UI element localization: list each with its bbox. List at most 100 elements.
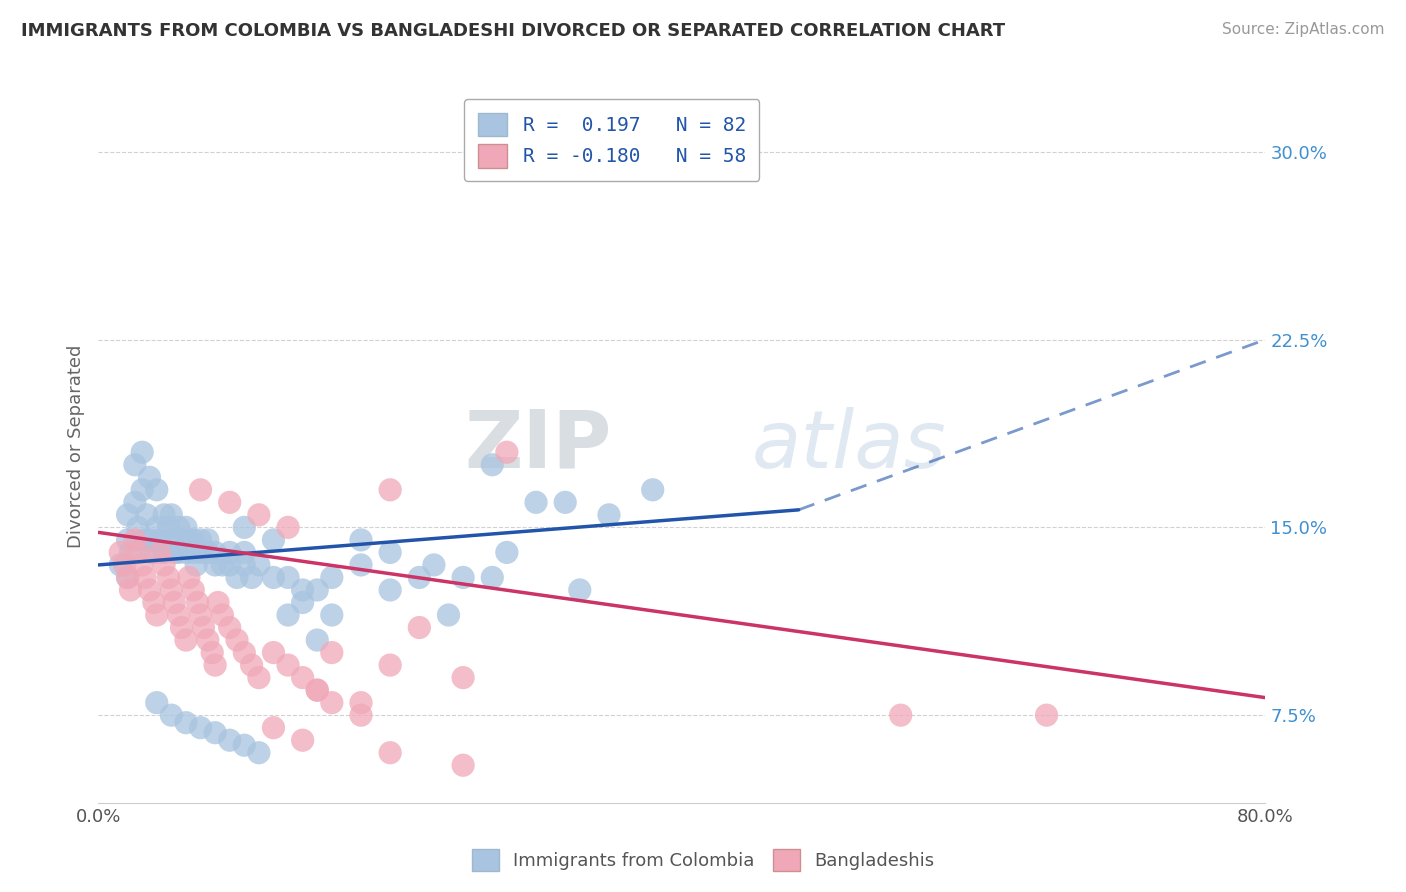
Point	[291, 671, 314, 685]
Point	[380, 582, 402, 597]
Point	[218, 621, 240, 635]
Point	[134, 570, 156, 584]
Point	[124, 458, 146, 472]
Point	[207, 595, 229, 609]
Point	[110, 545, 132, 559]
Point	[160, 508, 183, 522]
Point	[211, 607, 233, 622]
Point	[262, 646, 284, 660]
Point	[174, 520, 197, 534]
Point	[598, 508, 620, 522]
Point	[218, 545, 240, 559]
Point	[380, 545, 402, 559]
Point	[157, 570, 180, 584]
Point	[496, 445, 519, 459]
Point	[218, 558, 240, 572]
Point	[226, 633, 249, 648]
Point	[218, 495, 240, 509]
Point	[142, 595, 165, 609]
Point	[211, 558, 233, 572]
Point	[181, 533, 204, 547]
Point	[190, 721, 212, 735]
Point	[190, 545, 212, 559]
Point	[204, 545, 226, 559]
Point	[291, 595, 314, 609]
Point	[204, 658, 226, 673]
Point	[131, 483, 153, 497]
Point	[262, 721, 284, 735]
Point	[170, 621, 193, 635]
Point	[350, 708, 373, 723]
Point	[138, 533, 160, 547]
Point	[350, 533, 373, 547]
Point	[233, 738, 256, 752]
Point	[380, 658, 402, 673]
Text: ZIP: ZIP	[464, 407, 612, 485]
Point	[181, 582, 204, 597]
Point	[247, 746, 270, 760]
Point	[146, 607, 169, 622]
Point	[120, 582, 142, 597]
Point	[174, 715, 197, 730]
Point	[117, 570, 139, 584]
Point	[307, 633, 329, 648]
Point	[277, 607, 299, 622]
Point	[174, 545, 197, 559]
Point	[554, 495, 576, 509]
Point	[149, 545, 172, 559]
Point	[1035, 708, 1057, 723]
Point	[124, 495, 146, 509]
Text: IMMIGRANTS FROM COLOMBIA VS BANGLADESHI DIVORCED OR SEPARATED CORRELATION CHART: IMMIGRANTS FROM COLOMBIA VS BANGLADESHI …	[21, 22, 1005, 40]
Point	[321, 646, 343, 660]
Point	[451, 570, 474, 584]
Point	[524, 495, 547, 509]
Point	[437, 607, 460, 622]
Point	[307, 582, 329, 597]
Point	[380, 746, 402, 760]
Point	[201, 646, 224, 660]
Point	[240, 658, 263, 673]
Point	[127, 545, 149, 559]
Point	[321, 570, 343, 584]
Point	[350, 696, 373, 710]
Point	[307, 683, 329, 698]
Point	[204, 725, 226, 739]
Text: atlas: atlas	[752, 407, 946, 485]
Point	[197, 533, 219, 547]
Point	[481, 458, 503, 472]
Point	[291, 733, 314, 747]
Point	[177, 533, 200, 547]
Point	[170, 533, 193, 547]
Point	[247, 558, 270, 572]
Point	[138, 582, 160, 597]
Point	[117, 570, 139, 584]
Point	[134, 533, 156, 547]
Point	[124, 533, 146, 547]
Point	[187, 595, 209, 609]
Point	[186, 558, 208, 572]
Point	[408, 570, 430, 584]
Point	[307, 683, 329, 698]
Point	[218, 733, 240, 747]
Point	[131, 558, 153, 572]
Point	[277, 570, 299, 584]
Point	[481, 570, 503, 584]
Point	[380, 483, 402, 497]
Point	[138, 470, 160, 484]
Point	[117, 508, 139, 522]
Point	[233, 520, 256, 534]
Point	[153, 545, 176, 559]
Point	[291, 582, 314, 597]
Point	[423, 558, 446, 572]
Point	[277, 520, 299, 534]
Text: Source: ZipAtlas.com: Source: ZipAtlas.com	[1222, 22, 1385, 37]
Point	[153, 558, 176, 572]
Point	[157, 520, 180, 534]
Point	[190, 533, 212, 547]
Y-axis label: Divorced or Separated: Divorced or Separated	[66, 344, 84, 548]
Point	[160, 582, 183, 597]
Point	[247, 508, 270, 522]
Point	[149, 533, 172, 547]
Point	[193, 621, 215, 635]
Point	[177, 570, 200, 584]
